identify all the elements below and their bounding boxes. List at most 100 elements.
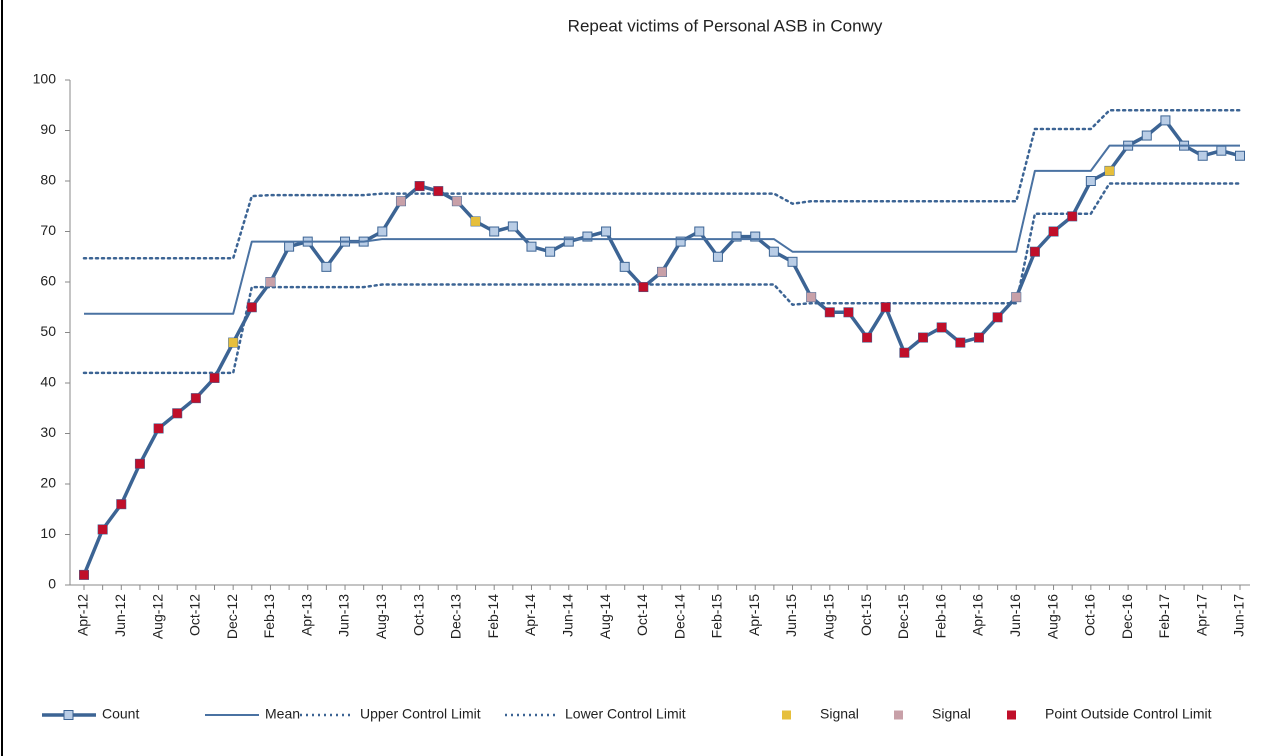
series-line bbox=[84, 144, 1240, 315]
point-marker bbox=[1160, 115, 1171, 126]
point-marker bbox=[247, 302, 257, 312]
point-marker bbox=[98, 524, 108, 534]
chart-title: Repeat victims of Personal ASB in Conwy bbox=[568, 16, 883, 35]
y-tick-label: 100 bbox=[33, 71, 57, 87]
series-line bbox=[82, 109, 1242, 260]
point-marker bbox=[712, 251, 723, 262]
x-tick-label: Apr-16 bbox=[970, 594, 986, 636]
x-tick-label: Aug-16 bbox=[1044, 594, 1060, 639]
y-tick-label: 60 bbox=[40, 273, 56, 289]
legend-marker bbox=[63, 710, 74, 720]
legend-label: Signal bbox=[932, 706, 971, 722]
point-marker bbox=[731, 231, 742, 242]
x-tick-label: Jun-17 bbox=[1231, 594, 1247, 637]
x-tick-label: Jun-14 bbox=[559, 594, 575, 637]
y-tick-label: 40 bbox=[40, 374, 56, 390]
y-tick-label: 50 bbox=[40, 323, 56, 339]
point-marker bbox=[433, 186, 443, 196]
point-marker bbox=[843, 307, 853, 317]
point-marker bbox=[228, 338, 238, 348]
legend-marker bbox=[1007, 710, 1016, 720]
point-marker bbox=[507, 221, 518, 232]
x-tick-label: Oct-16 bbox=[1082, 594, 1098, 636]
x-tick-label: Aug-14 bbox=[597, 594, 613, 639]
x-tick-label: Dec-13 bbox=[448, 594, 464, 639]
point-marker bbox=[768, 246, 779, 257]
y-tick-label: 10 bbox=[40, 525, 56, 541]
x-tick-label: Dec-15 bbox=[895, 594, 911, 639]
point-marker bbox=[154, 423, 164, 433]
point-marker bbox=[787, 256, 798, 267]
point-marker bbox=[619, 261, 630, 272]
point-marker bbox=[172, 408, 182, 418]
point-marker bbox=[471, 216, 481, 226]
point-marker bbox=[526, 241, 537, 252]
legend-label: Mean bbox=[265, 706, 300, 722]
point-marker bbox=[489, 226, 500, 237]
point-marker bbox=[825, 307, 835, 317]
legend-label: Signal bbox=[820, 706, 859, 722]
point-marker bbox=[955, 338, 965, 348]
point-marker bbox=[210, 373, 220, 383]
x-tick-label: Feb-16 bbox=[932, 594, 948, 639]
x-tick-label: Oct-14 bbox=[634, 594, 650, 636]
point-marker bbox=[657, 267, 667, 277]
point-marker bbox=[1235, 150, 1245, 161]
series-line bbox=[82, 118, 1241, 576]
point-marker bbox=[191, 393, 201, 403]
point-marker bbox=[937, 322, 947, 332]
x-tick-label: Dec-16 bbox=[1119, 594, 1135, 639]
x-tick-label: Apr-17 bbox=[1193, 594, 1209, 636]
x-tick-label: Oct-12 bbox=[187, 594, 203, 636]
x-tick-label: Aug-12 bbox=[149, 594, 165, 639]
point-marker bbox=[1085, 176, 1096, 186]
point-marker bbox=[452, 196, 462, 206]
point-marker bbox=[545, 246, 556, 257]
y-tick-label: 30 bbox=[40, 424, 56, 440]
point-marker bbox=[750, 231, 761, 242]
point-marker bbox=[1049, 227, 1059, 236]
point-marker bbox=[396, 196, 406, 206]
point-marker bbox=[1104, 166, 1114, 176]
legend-label: Upper Control Limit bbox=[360, 706, 481, 722]
x-tick-label: Dec-12 bbox=[224, 594, 240, 639]
point-marker bbox=[806, 292, 816, 302]
point-marker bbox=[321, 261, 332, 272]
x-tick-label: Apr-13 bbox=[298, 594, 314, 636]
point-marker bbox=[862, 333, 872, 343]
y-tick-label: 80 bbox=[40, 172, 56, 188]
x-tick-label: Apr-15 bbox=[746, 594, 762, 636]
point-marker bbox=[899, 348, 909, 358]
point-marker bbox=[265, 277, 275, 287]
x-tick-label: Aug-15 bbox=[821, 594, 837, 639]
point-marker bbox=[1197, 150, 1208, 161]
y-tick-label: 0 bbox=[48, 576, 56, 592]
point-marker bbox=[377, 226, 388, 237]
legend-label: Count bbox=[102, 706, 139, 722]
x-tick-label: Feb-13 bbox=[261, 594, 277, 639]
point-marker bbox=[563, 236, 574, 247]
series-line bbox=[82, 182, 1242, 375]
point-marker bbox=[881, 302, 891, 312]
point-marker bbox=[638, 282, 648, 292]
legend-label: Point Outside Control Limit bbox=[1045, 706, 1212, 722]
x-tick-label: Oct-15 bbox=[858, 594, 874, 636]
x-tick-label: Jun-13 bbox=[336, 594, 352, 637]
x-tick-label: Jun-12 bbox=[112, 594, 128, 637]
point-marker bbox=[993, 312, 1003, 322]
y-tick-label: 90 bbox=[40, 121, 56, 137]
point-marker bbox=[1067, 211, 1077, 221]
point-marker bbox=[1216, 145, 1227, 156]
point-marker bbox=[79, 570, 89, 580]
point-marker bbox=[415, 181, 425, 191]
legend-marker bbox=[782, 710, 791, 720]
point-marker bbox=[1141, 130, 1152, 141]
point-marker bbox=[1011, 292, 1021, 302]
point-marker bbox=[601, 226, 612, 237]
x-tick-label: Apr-14 bbox=[522, 594, 538, 636]
x-tick-label: Jun-15 bbox=[783, 594, 799, 637]
x-tick-label: Feb-17 bbox=[1156, 594, 1172, 639]
point-marker bbox=[116, 499, 126, 509]
y-tick-label: 70 bbox=[40, 222, 56, 238]
